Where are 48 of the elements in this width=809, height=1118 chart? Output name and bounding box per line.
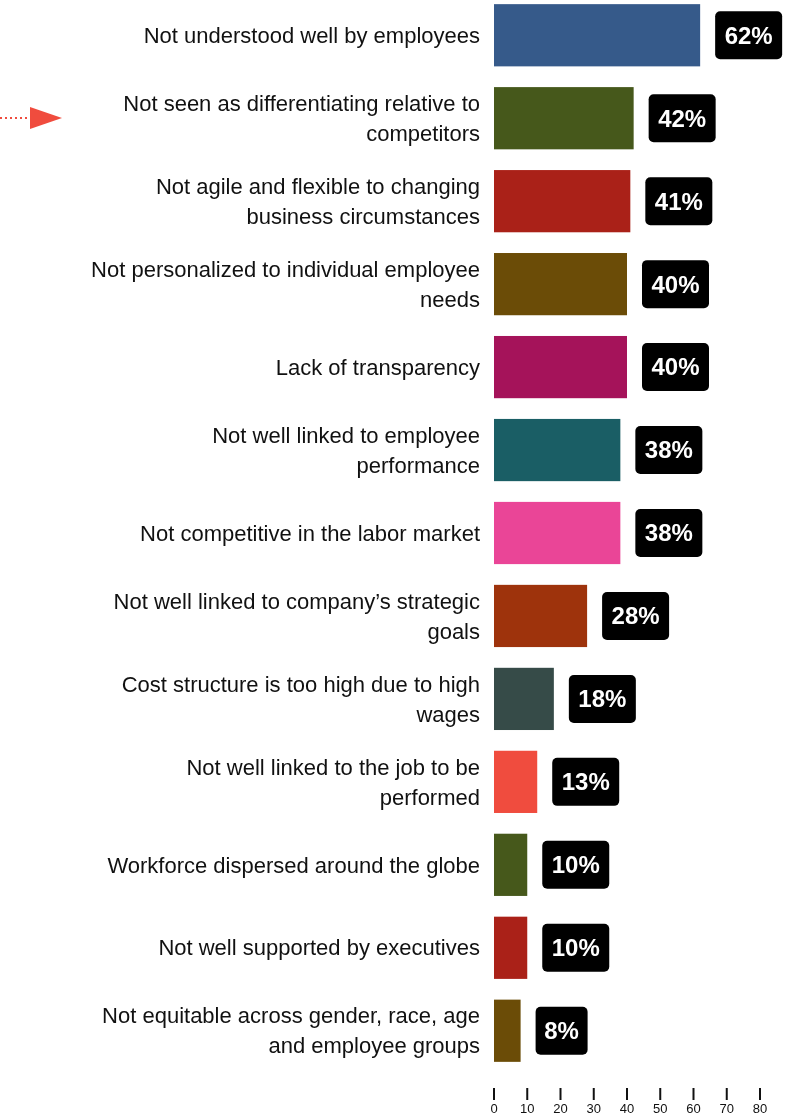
y-tick-label: Cost structure is too high due to high wages — [121, 671, 480, 727]
data-label: 28% — [611, 602, 660, 630]
data-label: 40% — [651, 270, 700, 298]
bar — [494, 584, 588, 648]
y-tick-label: Not equitable across gender, race, age and employee groups — [102, 1003, 480, 1059]
data-label: 10% — [551, 851, 600, 879]
x-tick-label: 20 — [553, 1101, 568, 1116]
data-label: 41% — [654, 187, 703, 215]
data-label: 38% — [644, 519, 693, 547]
y-tick-label: Not personalized to individual employee needs — [91, 256, 480, 312]
bar — [494, 335, 627, 399]
y-tick-label: Not well linked to employee performance — [212, 422, 480, 478]
x-tick-label: 30 — [586, 1101, 601, 1116]
bar — [494, 750, 538, 813]
x-tick-label: 60 — [686, 1101, 701, 1116]
data-label: 18% — [578, 685, 627, 713]
y-tick-label: Not agile and flexible to changing business circumstances — [155, 173, 480, 229]
data-label: 10% — [551, 934, 600, 962]
data-label: 42% — [658, 104, 707, 132]
y-tick-label: Not competitive in the labor market — [140, 520, 480, 546]
bar — [494, 667, 554, 731]
y-tick-label: Not understood well by employees — [143, 22, 480, 48]
data-label: 62% — [724, 21, 773, 49]
x-tick-label: 50 — [653, 1101, 668, 1116]
y-tick-label: Workforce dispersed around the globe — [107, 852, 480, 878]
data-label: 8% — [544, 1017, 579, 1045]
bar — [494, 501, 621, 565]
x-tick-label: 70 — [719, 1101, 734, 1116]
bar — [494, 999, 521, 1062]
bar — [494, 833, 528, 896]
x-tick-label: 10 — [520, 1101, 535, 1116]
bar — [494, 253, 627, 316]
x-tick-label: 80 — [752, 1101, 768, 1116]
data-label: 38% — [644, 436, 693, 464]
data-label: 13% — [561, 768, 610, 796]
y-tick-label: Not seen as differentiating relative to competitors — [123, 90, 480, 146]
data-label: 40% — [651, 353, 700, 381]
y-tick-label: Not well linked to the job to be performed — [186, 754, 480, 810]
bar — [494, 916, 528, 979]
bar — [494, 170, 631, 233]
x-tick-label: 0 — [490, 1101, 498, 1116]
bar — [494, 87, 634, 150]
y-tick-label: Lack of transparency — [275, 354, 480, 380]
bar — [494, 418, 621, 482]
x-tick-label: 40 — [619, 1101, 635, 1116]
bar — [494, 4, 701, 67]
y-tick-label: Not well linked to company’s strategic goals — [113, 588, 480, 644]
y-tick-label: Not well supported by executives — [158, 935, 480, 961]
